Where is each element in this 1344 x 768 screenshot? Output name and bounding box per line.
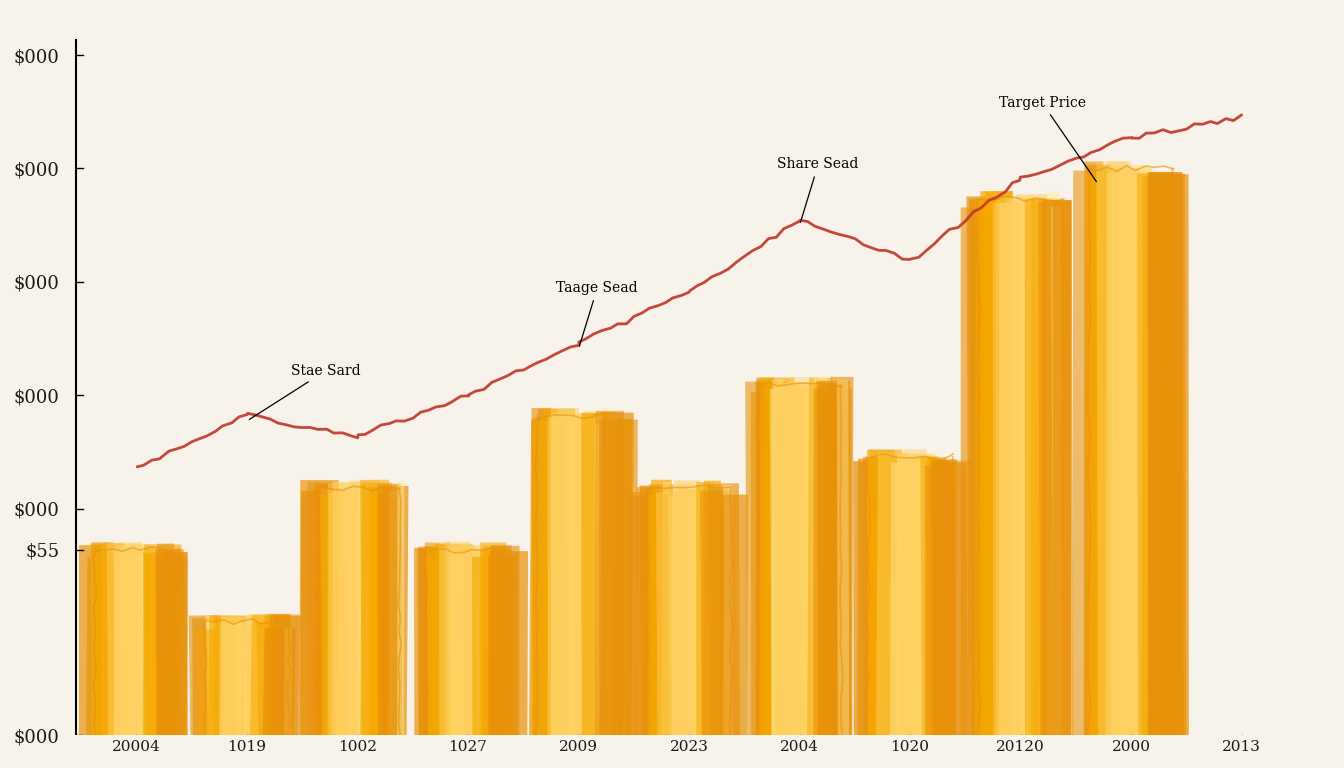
Text: Share Sead: Share Sead <box>777 157 859 223</box>
Text: Stae Sard: Stae Sard <box>250 363 360 419</box>
Text: Target Price: Target Price <box>999 96 1097 182</box>
Text: Taage Sead: Taage Sead <box>556 281 638 346</box>
